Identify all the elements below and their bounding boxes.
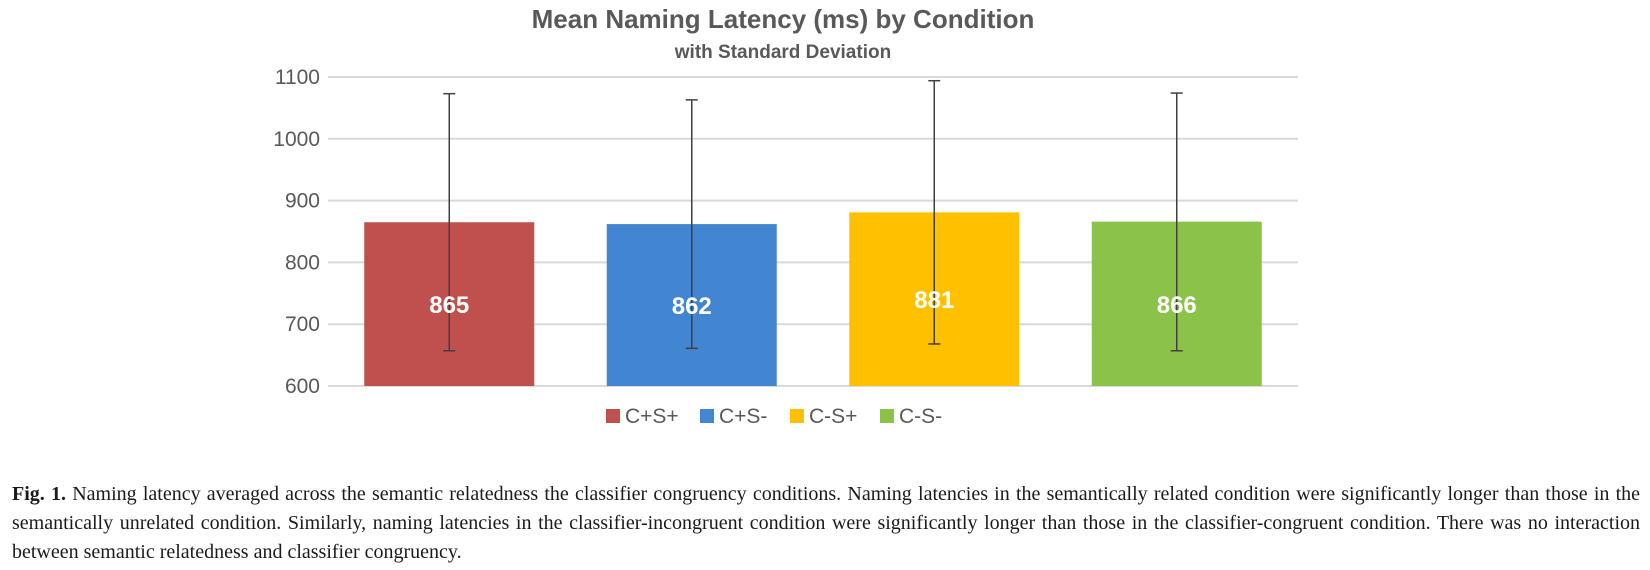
bar-value-label: 862: [672, 293, 712, 320]
y-tick-label: 1100: [275, 66, 320, 89]
error-bars: [443, 79, 1183, 352]
legend-swatch: [790, 409, 804, 423]
legend-swatch: [880, 409, 894, 423]
bar-value-label: 866: [1157, 292, 1197, 319]
chart: Mean Naming Latency (ms) by Condition wi…: [273, 4, 1298, 428]
bar-value-label: 881: [914, 287, 954, 314]
y-tick-label: 1000: [273, 128, 320, 151]
bar-value-label: 865: [429, 292, 469, 319]
figure-caption-text: Naming latency averaged across the seman…: [12, 483, 1641, 563]
legend-label: C+S-: [719, 405, 767, 428]
legend-label: C-S-: [899, 405, 942, 428]
chart-title: Mean Naming Latency (ms) by Condition: [532, 4, 1035, 34]
figure-label: Fig. 1.: [12, 483, 66, 505]
legend-label: C+S+: [625, 405, 679, 428]
legend-swatch: [700, 409, 714, 423]
chart-subtitle: with Standard Deviation: [674, 42, 891, 63]
y-axis-ticks: 600 700 800 900 1000 1100: [273, 66, 320, 398]
y-tick-label: 900: [285, 190, 320, 213]
figure-caption: Fig. 1. Naming latency averaged across t…: [12, 480, 1640, 567]
bars: [364, 212, 1262, 386]
bar-chart-svg: Mean Naming Latency (ms) by Condition wi…: [273, 4, 1298, 428]
legend-label: C-S+: [809, 405, 857, 428]
legend: C+S+ C+S- C-S+ C-S-: [606, 405, 942, 428]
y-tick-label: 700: [285, 313, 320, 336]
bar-value-labels: 865 862 881 866: [429, 287, 1197, 320]
legend-swatch: [606, 409, 620, 423]
y-tick-label: 600: [285, 375, 320, 398]
y-tick-label: 800: [285, 251, 320, 274]
